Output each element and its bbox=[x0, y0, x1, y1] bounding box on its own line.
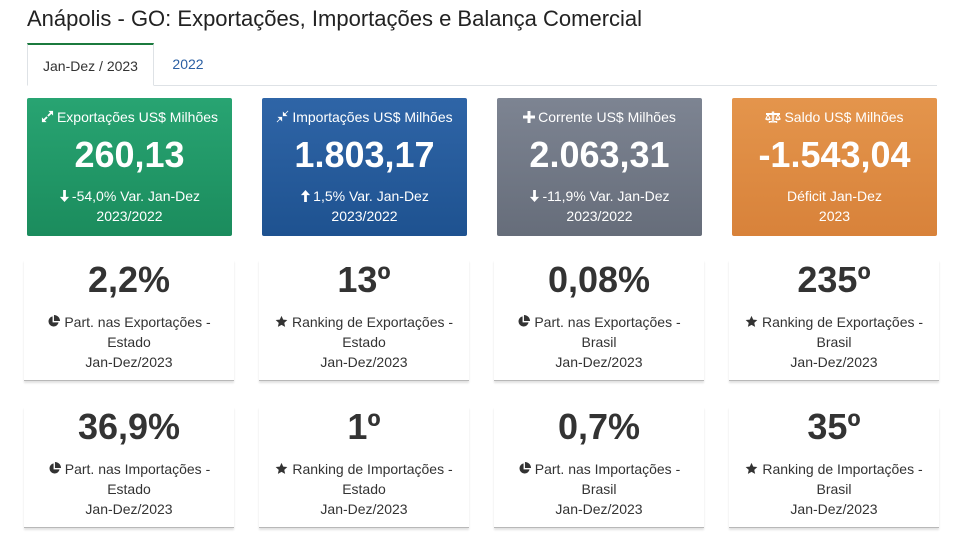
variation-text: 1,5% Var. Jan-Dez bbox=[313, 188, 429, 204]
stat-period: Jan-Dez/2023 bbox=[790, 354, 878, 370]
stat-label: Ranking de Importações - Estado Jan-Dez/… bbox=[259, 459, 469, 528]
kpi-variation: -11,9% Var. Jan-Dez 2023/2022 bbox=[497, 186, 702, 226]
variation-period: 2023/2022 bbox=[566, 208, 633, 224]
stat-period: Jan-Dez/2023 bbox=[555, 501, 643, 517]
stat-ranking-exportacoes-brasil: 235º Ranking de Exportações - Brasil Jan… bbox=[729, 260, 939, 381]
variation-text: Déficit Jan-Dez bbox=[787, 188, 882, 204]
kpi-importacoes: Importações US$ Milhões 1.803,17 1,5% Va… bbox=[262, 98, 467, 236]
stat-value: 235º bbox=[797, 259, 871, 300]
stat-label-line1: Part. nas Exportações - bbox=[534, 314, 681, 330]
stat-label-line1: Ranking de Exportações - bbox=[291, 314, 454, 330]
pie-chart-icon bbox=[49, 462, 61, 474]
stat-period: Jan-Dez/2023 bbox=[85, 354, 173, 370]
star-icon bbox=[275, 315, 288, 327]
plus-icon bbox=[523, 111, 536, 123]
stat-label: Ranking de Exportações - Brasil Jan-Dez/… bbox=[729, 312, 939, 381]
stat-label: Ranking de Importações - Brasil Jan-Dez/… bbox=[729, 459, 939, 528]
balance-scale-icon bbox=[765, 111, 782, 124]
pie-chart-icon bbox=[518, 315, 531, 327]
stat-part-exportacoes-estado: 2,2% Part. nas Exportações - Estado Jan-… bbox=[24, 260, 234, 381]
stat-ranking-importacoes-brasil: 35º Ranking de Importações - Brasil Jan-… bbox=[729, 407, 939, 528]
star-icon bbox=[745, 462, 758, 474]
variation-text: -54,0% Var. Jan-Dez bbox=[71, 188, 201, 204]
kpi-value: 260,13 bbox=[74, 134, 185, 175]
stat-label: Ranking de Exportações - Estado Jan-Dez/… bbox=[259, 312, 469, 381]
stat-value: 36,9% bbox=[77, 406, 181, 447]
stat-value: 0,7% bbox=[557, 406, 641, 447]
variation-period: 2023 bbox=[818, 208, 851, 224]
stat-label: Part. nas Importações - Estado Jan-Dez/2… bbox=[24, 459, 234, 528]
variation-text: -11,9% Var. Jan-Dez bbox=[542, 188, 670, 204]
kpi-value: -1.543,04 bbox=[758, 134, 911, 175]
stat-value: 35º bbox=[807, 406, 861, 447]
stat-label: Part. nas Exportações - Estado Jan-Dez/2… bbox=[24, 312, 234, 381]
stat-period: Jan-Dez/2023 bbox=[85, 501, 173, 517]
kpi-title: Exportações US$ Milhões bbox=[56, 109, 219, 125]
stat-value: 1º bbox=[347, 406, 381, 447]
stat-ranking-importacoes-estado: 1º Ranking de Importações - Estado Jan-D… bbox=[259, 407, 469, 528]
stat-label-line1: Ranking de Importações - bbox=[762, 461, 923, 477]
stat-part-exportacoes-brasil: 0,08% Part. nas Exportações - Brasil Jan… bbox=[494, 260, 704, 381]
stat-label: Part. nas Importações - Brasil Jan-Dez/2… bbox=[494, 459, 704, 528]
stat-label: Part. nas Exportações - Brasil Jan-Dez/2… bbox=[494, 312, 704, 381]
stat-label-line2: Brasil bbox=[581, 334, 617, 350]
star-icon bbox=[745, 315, 758, 327]
stat-label-line1: Part. nas Importações - bbox=[534, 461, 681, 477]
kpi-corrente: Corrente US$ Milhões 2.063,31 -11,9% Var… bbox=[497, 98, 702, 236]
stat-value: 0,08% bbox=[547, 259, 651, 300]
kpi-variation: 1,5% Var. Jan-Dez 2023/2022 bbox=[262, 186, 467, 226]
stat-label-line2: Estado bbox=[107, 334, 151, 350]
stat-label-line2: Estado bbox=[107, 481, 151, 497]
stat-period: Jan-Dez/2023 bbox=[320, 501, 408, 517]
stat-label-line2: Brasil bbox=[816, 334, 852, 350]
tab-jan-dez-2023[interactable]: Jan-Dez / 2023 bbox=[27, 43, 154, 86]
star-icon bbox=[275, 462, 288, 474]
stat-label-line2: Brasil bbox=[581, 481, 617, 497]
kpi-title: Importações US$ Milhões bbox=[292, 109, 453, 125]
variation-period: 2023/2022 bbox=[96, 208, 163, 224]
kpi-header: Corrente US$ Milhões bbox=[497, 109, 702, 125]
pie-chart-icon bbox=[519, 462, 531, 474]
stat-label-line2: Brasil bbox=[816, 481, 852, 497]
stat-label-line1: Ranking de Importações - bbox=[292, 461, 453, 477]
stat-period: Jan-Dez/2023 bbox=[790, 501, 878, 517]
variation-period: 2023/2022 bbox=[331, 208, 398, 224]
expand-arrows-icon bbox=[41, 110, 54, 123]
kpi-title: Saldo US$ Milhões bbox=[784, 109, 904, 125]
arrow-down-icon bbox=[59, 190, 70, 202]
stat-label-line2: Estado bbox=[342, 481, 386, 497]
kpi-variation: -54,0% Var. Jan-Dez 2023/2022 bbox=[27, 186, 232, 226]
kpi-saldo: Saldo US$ Milhões -1.543,04 Déficit Jan-… bbox=[732, 98, 937, 236]
stat-label-line1: Part. nas Exportações - bbox=[64, 314, 211, 330]
kpi-exportacoes: Exportações US$ Milhões 260,13 -54,0% Va… bbox=[27, 98, 232, 236]
arrow-down-icon bbox=[530, 190, 540, 202]
stat-label-line1: Part. nas Importações - bbox=[64, 461, 211, 477]
stat-label-line2: Estado bbox=[342, 334, 386, 350]
kpi-variation: Déficit Jan-Dez 2023 bbox=[732, 186, 937, 226]
stat-part-importacoes-brasil: 0,7% Part. nas Importações - Brasil Jan-… bbox=[494, 407, 704, 528]
pie-chart-icon bbox=[48, 315, 61, 327]
stat-part-importacoes-estado: 36,9% Part. nas Importações - Estado Jan… bbox=[24, 407, 234, 528]
kpi-title: Corrente US$ Milhões bbox=[538, 109, 676, 125]
tab-2022[interactable]: 2022 bbox=[172, 56, 204, 72]
page-title: Anápolis - GO: Exportações, Importações … bbox=[27, 6, 643, 31]
stat-value: 13º bbox=[337, 259, 391, 300]
kpi-value: 2.063,31 bbox=[529, 134, 670, 175]
stat-value: 2,2% bbox=[87, 259, 171, 300]
stat-period: Jan-Dez/2023 bbox=[555, 354, 643, 370]
period-tabs: Jan-Dez / 2023 2022 bbox=[27, 43, 937, 86]
arrow-up-icon bbox=[301, 190, 311, 202]
stat-period: Jan-Dez/2023 bbox=[320, 354, 408, 370]
stat-label-line1: Ranking de Exportações - bbox=[761, 314, 924, 330]
kpi-header: Saldo US$ Milhões bbox=[732, 109, 937, 125]
compress-arrows-icon bbox=[277, 110, 289, 123]
kpi-header: Exportações US$ Milhões bbox=[27, 109, 232, 125]
kpi-value: 1.803,17 bbox=[294, 134, 435, 175]
kpi-header: Importações US$ Milhões bbox=[262, 109, 467, 125]
stat-ranking-exportacoes-estado: 13º Ranking de Exportações - Estado Jan-… bbox=[259, 260, 469, 381]
